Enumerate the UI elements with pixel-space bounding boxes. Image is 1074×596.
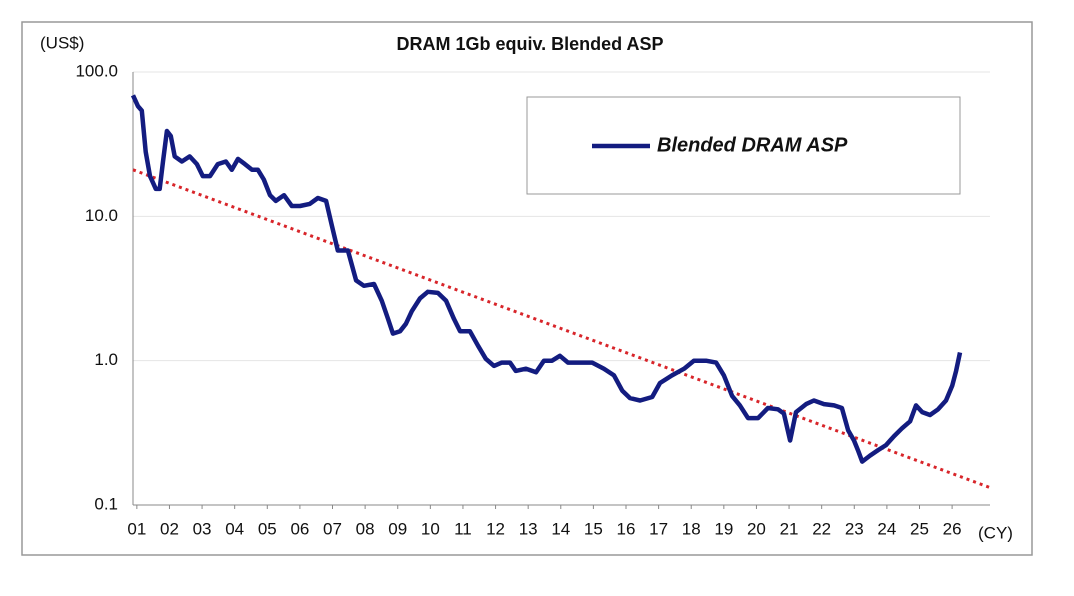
- x-tick-label: 15: [584, 519, 603, 538]
- x-tick-label: 05: [258, 519, 277, 538]
- y-tick-label: 1.0: [94, 350, 118, 369]
- x-tick-label: 20: [747, 519, 766, 538]
- x-tick-label: 01: [127, 519, 146, 538]
- x-unit: (CY): [978, 523, 1013, 542]
- x-tick-label: 14: [551, 519, 570, 538]
- x-tick-label: 17: [649, 519, 668, 538]
- x-tick-label: 02: [160, 519, 179, 538]
- x-tick-label: 23: [845, 519, 864, 538]
- legend-label: Blended DRAM ASP: [657, 134, 848, 156]
- x-tick-label: 26: [943, 519, 962, 538]
- y-tick-label: 10.0: [85, 206, 118, 225]
- x-tick-label: 13: [519, 519, 538, 538]
- trend-line: [132, 168, 991, 490]
- x-tick-label: 12: [486, 519, 505, 538]
- x-tick-label: 25: [910, 519, 929, 538]
- x-tick-label: 19: [714, 519, 733, 538]
- x-tick-label: 10: [421, 519, 440, 538]
- x-tick-label: 18: [682, 519, 701, 538]
- x-tick-label: 06: [290, 519, 309, 538]
- x-tick-label: 07: [323, 519, 342, 538]
- x-tick-label: 11: [454, 519, 472, 538]
- x-tick-label: 03: [193, 519, 212, 538]
- x-tick-label: 24: [877, 519, 896, 538]
- line: [130, 94, 963, 464]
- x-tick-label: 04: [225, 519, 244, 538]
- chart-title: DRAM 1Gb equiv. Blended ASP: [396, 34, 663, 54]
- x-tick-label: 09: [388, 519, 407, 538]
- x-tick-label: 22: [812, 519, 831, 538]
- y-unit: (US$): [40, 33, 84, 52]
- x-tick-label: 16: [617, 519, 636, 538]
- y-tick-label: 100.0: [75, 61, 118, 80]
- x-tick-label: 21: [780, 519, 799, 538]
- x-tick-label: 08: [356, 519, 375, 538]
- y-tick-label: 0.1: [94, 494, 118, 513]
